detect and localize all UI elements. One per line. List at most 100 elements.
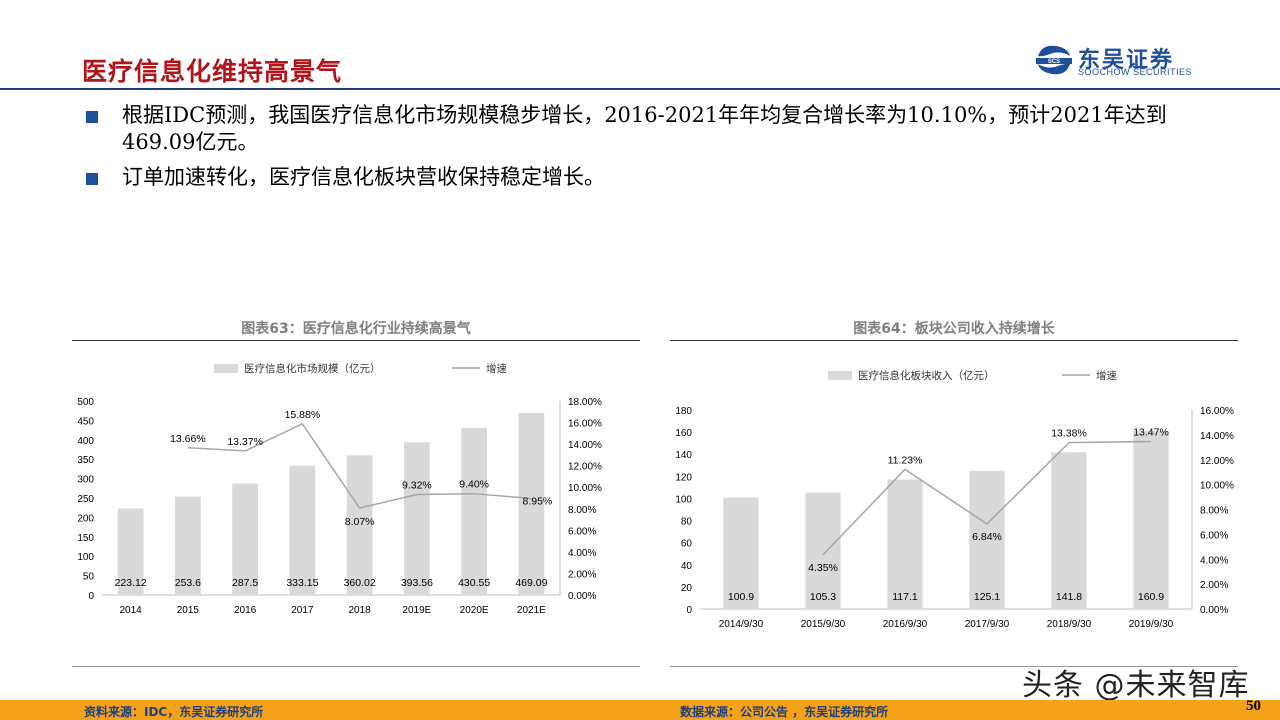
y-tick-label: 60 bbox=[681, 539, 693, 550]
company-logo: SCS 东吴证券 SOOCHOW SECURITIES bbox=[1034, 42, 1224, 82]
x-tick-label: 2018/9/30 bbox=[1047, 619, 1092, 630]
y2-tick-label: 8.00% bbox=[1200, 506, 1228, 517]
x-tick-label: 2014/9/30 bbox=[719, 619, 764, 630]
y2-tick-label: 2.00% bbox=[568, 569, 596, 580]
x-tick-label: 2019/9/30 bbox=[1129, 619, 1174, 630]
growth-value-label: 11.23% bbox=[888, 454, 923, 466]
x-tick-label: 2014 bbox=[120, 605, 143, 616]
y-tick-label: 250 bbox=[77, 494, 94, 505]
y2-tick-label: 16.00% bbox=[1200, 406, 1234, 417]
growth-value-label: 8.95% bbox=[522, 496, 552, 508]
bar-value-label: 117.1 bbox=[892, 591, 918, 603]
y2-tick-label: 6.00% bbox=[1200, 530, 1228, 541]
growth-value-label: 9.40% bbox=[459, 479, 489, 491]
y2-tick-label: 16.00% bbox=[568, 419, 602, 430]
figure-source: 资料来源：IDC，东吴证券研究所 bbox=[84, 705, 264, 719]
y-tick-label: 20 bbox=[681, 583, 693, 594]
growth-value-label: 15.88% bbox=[285, 409, 321, 421]
y-tick-label: 0 bbox=[88, 591, 94, 602]
figure-top-rule bbox=[72, 340, 640, 341]
growth-value-label: 8.07% bbox=[345, 516, 375, 528]
bar bbox=[723, 497, 759, 609]
y2-tick-label: 2.00% bbox=[1200, 580, 1228, 591]
y-tick-label: 40 bbox=[681, 561, 693, 572]
y2-tick-label: 4.00% bbox=[568, 548, 596, 559]
legend-bar-swatch bbox=[828, 371, 852, 380]
x-tick-label: 2021E bbox=[517, 605, 546, 616]
logo-name-en: SOOCHOW SECURITIES bbox=[1078, 67, 1193, 77]
bullet-square-icon bbox=[86, 173, 98, 185]
figure-title: 图表64：板块公司收入持续增长 bbox=[853, 321, 1055, 337]
x-tick-label: 2017 bbox=[291, 605, 314, 616]
bar-value-label: 105.3 bbox=[810, 591, 836, 603]
y2-tick-label: 14.00% bbox=[568, 440, 602, 451]
bar bbox=[174, 496, 201, 595]
bar-value-label: 141.8 bbox=[1056, 591, 1082, 603]
bullet-list: 根据IDC预测，我国医疗信息化市场规模稳步增长，2016-2021年年均复合增长… bbox=[86, 102, 1196, 199]
footer-bar bbox=[0, 700, 1280, 720]
y-tick-label: 0 bbox=[686, 605, 692, 616]
x-tick-label: 2020E bbox=[460, 605, 489, 616]
slide-title: 医疗信息化维持高景气 bbox=[82, 57, 343, 86]
y-tick-label: 180 bbox=[675, 406, 692, 417]
y-tick-label: 350 bbox=[77, 455, 94, 466]
y2-tick-label: 4.00% bbox=[1200, 555, 1228, 566]
bar bbox=[518, 412, 545, 595]
bar-value-label: 469.09 bbox=[515, 577, 547, 589]
y2-tick-label: 10.00% bbox=[1200, 481, 1234, 492]
bar-value-label: 125.1 bbox=[974, 591, 1000, 603]
legend-label: 医疗信息化板块收入（亿元） bbox=[858, 369, 995, 382]
bar-value-label: 393.56 bbox=[401, 577, 433, 589]
y2-tick-label: 18.00% bbox=[568, 397, 602, 408]
figure-bottom-rule bbox=[670, 666, 1238, 667]
sector-revenue-chart: 医疗信息化板块收入（亿元） 增速 0 20 40 60 80 100 120 140 160 180 0… bbox=[675, 369, 1234, 630]
y2-tick-label: 0.00% bbox=[1200, 605, 1228, 616]
y-tick-label: 200 bbox=[77, 513, 94, 524]
x-tick-label: 2017/9/30 bbox=[965, 619, 1010, 630]
logo-mark-icon: SCS bbox=[1036, 45, 1072, 75]
legend-bar-swatch bbox=[214, 364, 238, 373]
y2-tick-label: 0.00% bbox=[568, 591, 596, 602]
bar-value-label: 100.9 bbox=[728, 591, 754, 603]
bullet-item: 根据IDC预测，我国医疗信息化市场规模稳步增长，2016-2021年年均复合增长… bbox=[86, 102, 1196, 156]
bullet-square-icon bbox=[86, 111, 98, 123]
x-tick-label: 2015/9/30 bbox=[801, 619, 846, 630]
bar bbox=[346, 455, 373, 595]
bar-value-label: 160.9 bbox=[1138, 591, 1164, 603]
growth-line bbox=[822, 440, 1152, 556]
growth-value-label: 4.35% bbox=[808, 562, 838, 574]
watermark: 头条 @未来智库 bbox=[1022, 668, 1250, 703]
y2-tick-label: 6.00% bbox=[568, 526, 596, 537]
x-tick-label: 2015 bbox=[177, 605, 200, 616]
bar-value-label: 223.12 bbox=[115, 577, 147, 589]
growth-line bbox=[187, 422, 532, 509]
bar-value-label: 360.02 bbox=[344, 577, 376, 589]
bar-value-label: 287.5 bbox=[232, 577, 258, 589]
growth-value-label: 13.38% bbox=[1051, 428, 1087, 440]
bar-value-label: 430.55 bbox=[458, 577, 490, 589]
y2-tick-label: 10.00% bbox=[568, 483, 602, 494]
y-tick-label: 50 bbox=[83, 572, 95, 583]
bar bbox=[289, 465, 316, 595]
y-tick-label: 160 bbox=[675, 428, 692, 439]
x-tick-label: 2016/9/30 bbox=[883, 619, 928, 630]
y-tick-label: 100 bbox=[675, 494, 692, 505]
growth-value-label: 9.32% bbox=[402, 480, 432, 492]
bar bbox=[232, 483, 259, 595]
bar-value-label: 333.15 bbox=[286, 577, 318, 589]
figure-title: 图表63：医疗信息化行业持续高景气 bbox=[241, 321, 471, 337]
y-tick-label: 500 bbox=[77, 397, 94, 408]
growth-value-label: 13.37% bbox=[227, 436, 263, 448]
y-tick-label: 150 bbox=[77, 533, 94, 544]
bar-value-label: 253.6 bbox=[175, 577, 201, 589]
legend-label: 增速 bbox=[486, 362, 507, 375]
bullet-item: 订单加速转化，医疗信息化板块营收保持稳定增长。 bbox=[86, 164, 1196, 191]
bullet-text: 根据IDC预测，我国医疗信息化市场规模稳步增长，2016-2021年年均复合增长… bbox=[122, 103, 1167, 154]
market-size-chart: 医疗信息化市场规模（亿元） 增速 0 50 100 150 200 250 300 350 400 4… bbox=[77, 362, 602, 616]
y2-tick-label: 12.00% bbox=[1200, 456, 1234, 467]
bar bbox=[403, 442, 430, 595]
y2-tick-label: 12.00% bbox=[568, 462, 602, 473]
legend-label: 增速 bbox=[1096, 369, 1118, 382]
y2-tick-label: 14.00% bbox=[1200, 431, 1234, 442]
bar bbox=[887, 479, 923, 609]
